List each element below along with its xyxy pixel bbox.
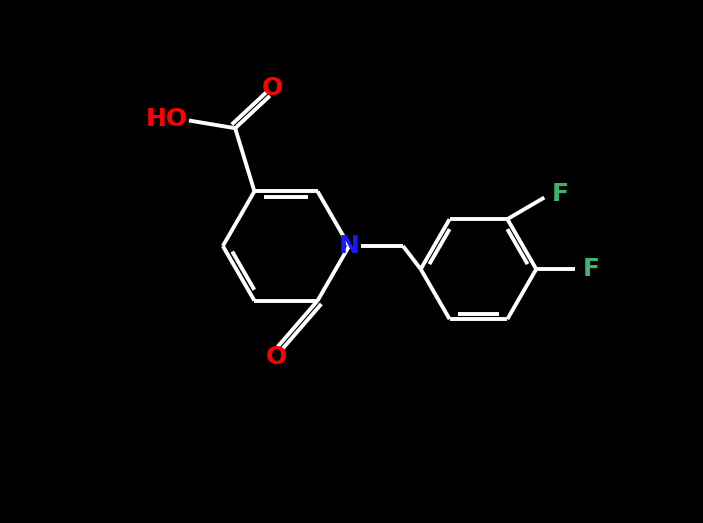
Text: N: N: [339, 234, 359, 258]
Text: O: O: [262, 76, 283, 100]
Text: F: F: [552, 183, 569, 207]
Text: F: F: [582, 257, 600, 281]
Text: O: O: [265, 345, 287, 369]
Text: HO: HO: [146, 107, 188, 131]
